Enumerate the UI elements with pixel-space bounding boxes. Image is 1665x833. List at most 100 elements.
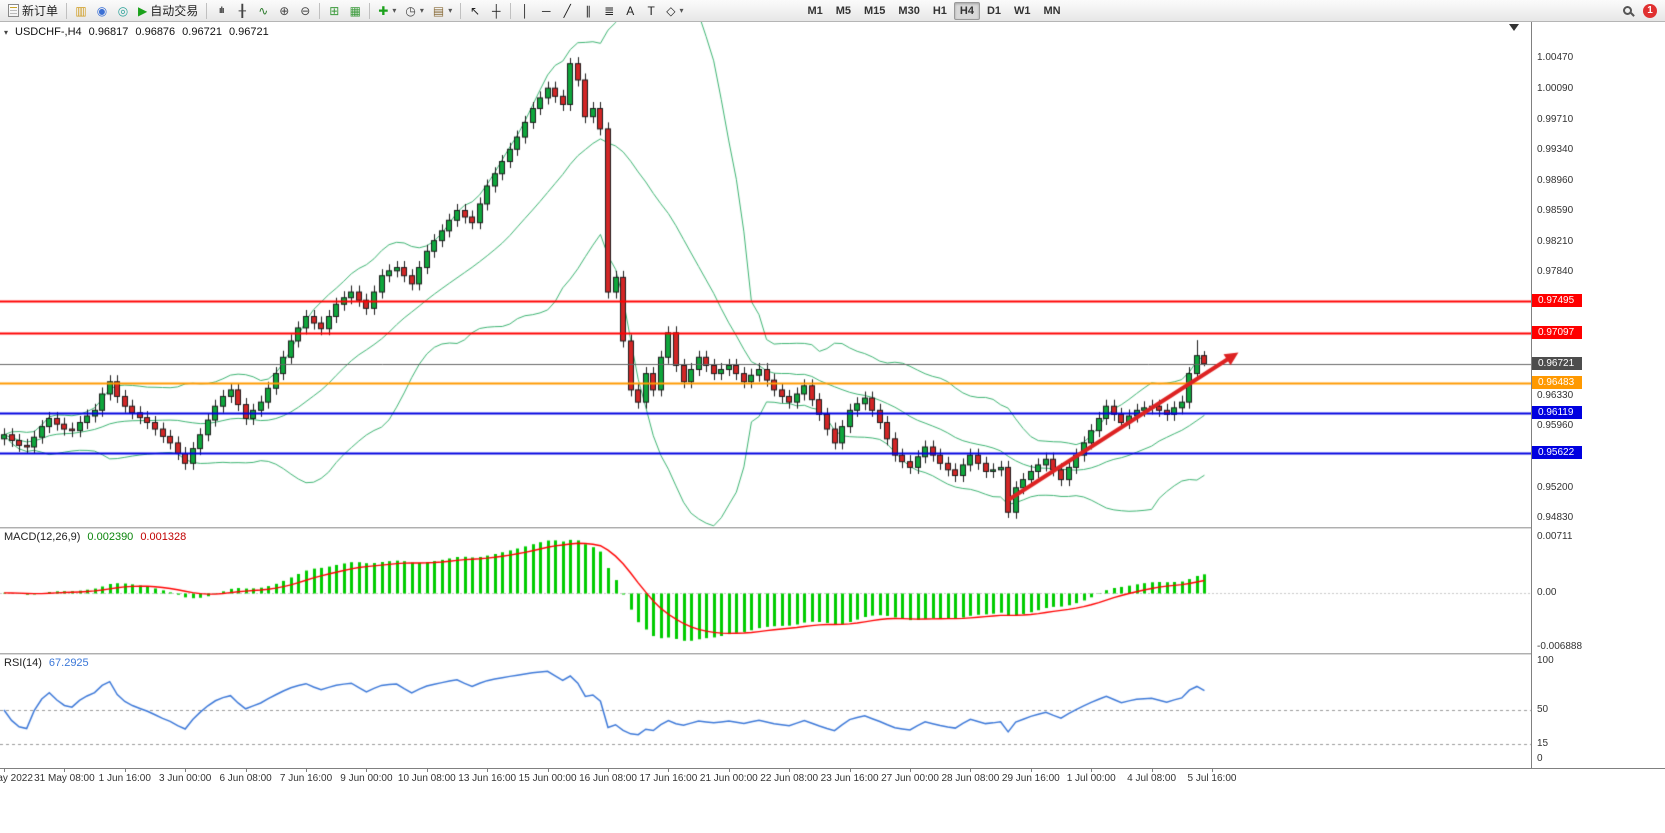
shapes-button[interactable]: ◇ ▾ [662,2,687,20]
time-axis-tick [426,769,428,772]
templates-button[interactable]: ▤ ▾ [429,2,456,20]
chart-shift-marker[interactable] [1509,24,1519,31]
rsi-label: RSI(14) [4,657,42,669]
periods-button[interactable]: ◷ ▾ [401,2,428,20]
timeframe-w1[interactable]: W1 [1014,4,1031,17]
price-line-label: 0.95622 [1532,446,1582,460]
time-axis-tick [366,769,368,772]
price-line-label: 0.96483 [1532,376,1582,390]
line-chart-button[interactable]: ∿ [253,2,273,20]
navigator-icon: ◉ [96,3,108,18]
fibonacci-button[interactable]: ≣ [599,2,619,20]
zoom-in-button[interactable]: ⊕ [274,2,294,20]
label-button[interactable]: T [641,2,661,20]
price-axis-label: 0.98210 [1537,236,1574,248]
price-axis-label: 0.99340 [1537,144,1574,156]
timeframe-m30[interactable]: M30 [898,4,920,17]
search-button[interactable] [1617,2,1637,20]
tile-windows-icon: ⊞ [329,3,340,18]
crosshair-button[interactable]: ┼ [486,2,506,20]
zoom-in-icon: ⊕ [279,3,290,18]
new-order-label: 新订单 [22,4,59,18]
time-axis-label: 31 May 08:00 [34,773,95,784]
time-axis-label: 16 Jun 08:00 [579,773,637,784]
notification-badge[interactable]: 1 [1643,3,1657,18]
text-button[interactable]: A [620,2,640,20]
shapes-icon: ◇ [666,3,676,18]
rsi-canvas[interactable] [0,655,1531,768]
rsi-axis-label: 0 [1537,753,1543,764]
panel-divider[interactable] [0,653,1665,655]
time-axis-label: 1 Jun 16:00 [98,773,151,784]
symbol-name: USDCHF-,H4 [15,26,82,38]
time-axis-label: 13 Jun 16:00 [458,773,517,784]
time-axis-tick [970,769,972,772]
trendline-button[interactable]: ╱ [557,2,577,20]
time-axis-label: 1 Jul 00:00 [1066,773,1116,784]
time-axis-label: 17 Jun 16:00 [639,773,698,784]
bar-close: 0.96721 [228,26,269,38]
chevron-down-icon: ▾ [392,6,397,15]
template-icon: ▤ [432,3,445,18]
time-axis-label: 21 Jun 00:00 [699,773,758,784]
toolbar-groups: 新订单 ▥ ◉ ◎ ▶ 自动交易 ılı ╂ ∿ ⊕ ⊖ ⊞ ▦ ✚ ▾ ◷ ▾ ▤ ▾ ↖ ┼ │ ─ ╱ ∥ ≣ A T ◇ ▾ [4,2,687,20]
timeframe-h1[interactable]: H1 [932,4,947,17]
main-chart-canvas[interactable] [0,22,1531,527]
data-window-button[interactable]: ◎ [113,2,133,20]
vertical-line-button[interactable]: │ [515,2,535,20]
chevron-down-icon[interactable]: ▾ [4,27,9,37]
cursor-button[interactable]: ↖ [465,2,485,20]
zoom-out-button[interactable]: ⊖ [295,2,315,20]
new-order-button[interactable]: 新订单 [4,2,62,20]
horizontal-line-icon: ─ [541,3,551,18]
panel-divider[interactable] [0,527,1665,529]
macd-canvas[interactable] [0,529,1531,653]
time-axis-tick [1091,769,1093,772]
timeframe-h4[interactable]: H4 [953,1,980,20]
macd-axis-label: -0.006888 [1537,641,1583,652]
price-scale[interactable]: 1.00470 1.00090 0.99710 0.99340 0.98960 0.985… [1531,22,1665,768]
macd-signal-value: 0.001328 [140,531,187,543]
horizontal-line-button[interactable]: ─ [536,2,556,20]
price-axis-label: 0.95960 [1537,419,1574,431]
macd-value: 0.002390 [87,531,134,543]
time-axis-tick [849,769,851,772]
price-axis-label: 0.99710 [1537,113,1574,125]
timeframe-m15[interactable]: M15 [864,4,886,17]
timeframe-m5[interactable]: M5 [835,4,852,17]
time-axis-tick [245,769,247,772]
time-axis-tick [728,769,730,772]
autotrading-button[interactable]: ▶ 自动交易 [134,2,202,20]
autotrading-play-icon: ▶ [138,3,148,18]
bar-high: 0.96876 [135,26,176,38]
time-axis-label: 3 Jun 00:00 [159,773,212,784]
timeframe-mn[interactable]: MN [1043,4,1061,17]
market-watch-button[interactable]: ▥ [71,2,91,20]
timeframe-m1[interactable]: M1 [807,4,823,17]
indicators-button[interactable]: ✚ ▾ [374,2,400,20]
price-line-label: 0.97495 [1532,293,1582,307]
navigator-button[interactable]: ◉ [92,2,112,20]
cascade-windows-icon: ▦ [349,3,361,18]
time-axis-tick [64,769,66,772]
bar-low: 0.96721 [182,26,222,38]
time-axis-tick [185,769,187,772]
cursor-icon: ↖ [470,3,481,18]
price-axis-label: 0.95200 [1537,481,1574,493]
label-icon: T [647,3,655,18]
macd-axis-label: 0.00711 [1537,531,1573,542]
cascade-windows-button[interactable]: ▦ [345,2,365,20]
bar-chart-button[interactable]: ılı [211,2,231,20]
time-axis-label: 29 Jun 16:00 [1001,773,1060,784]
indicators-plus-icon: ✚ [378,3,389,18]
time-axis-tick [4,769,5,772]
timeframe-d1[interactable]: D1 [986,4,1002,17]
symbol-info: ▾ USDCHF-,H4 0.96817 0.96876 0.96721 0.9… [4,26,269,38]
price-axis-label: 0.94830 [1537,511,1574,523]
bar-open: 0.96817 [88,26,129,38]
channel-button[interactable]: ∥ [578,2,598,20]
candlestick-chart-button[interactable]: ╂ [232,2,252,20]
tile-windows-button[interactable]: ⊞ [324,2,344,20]
